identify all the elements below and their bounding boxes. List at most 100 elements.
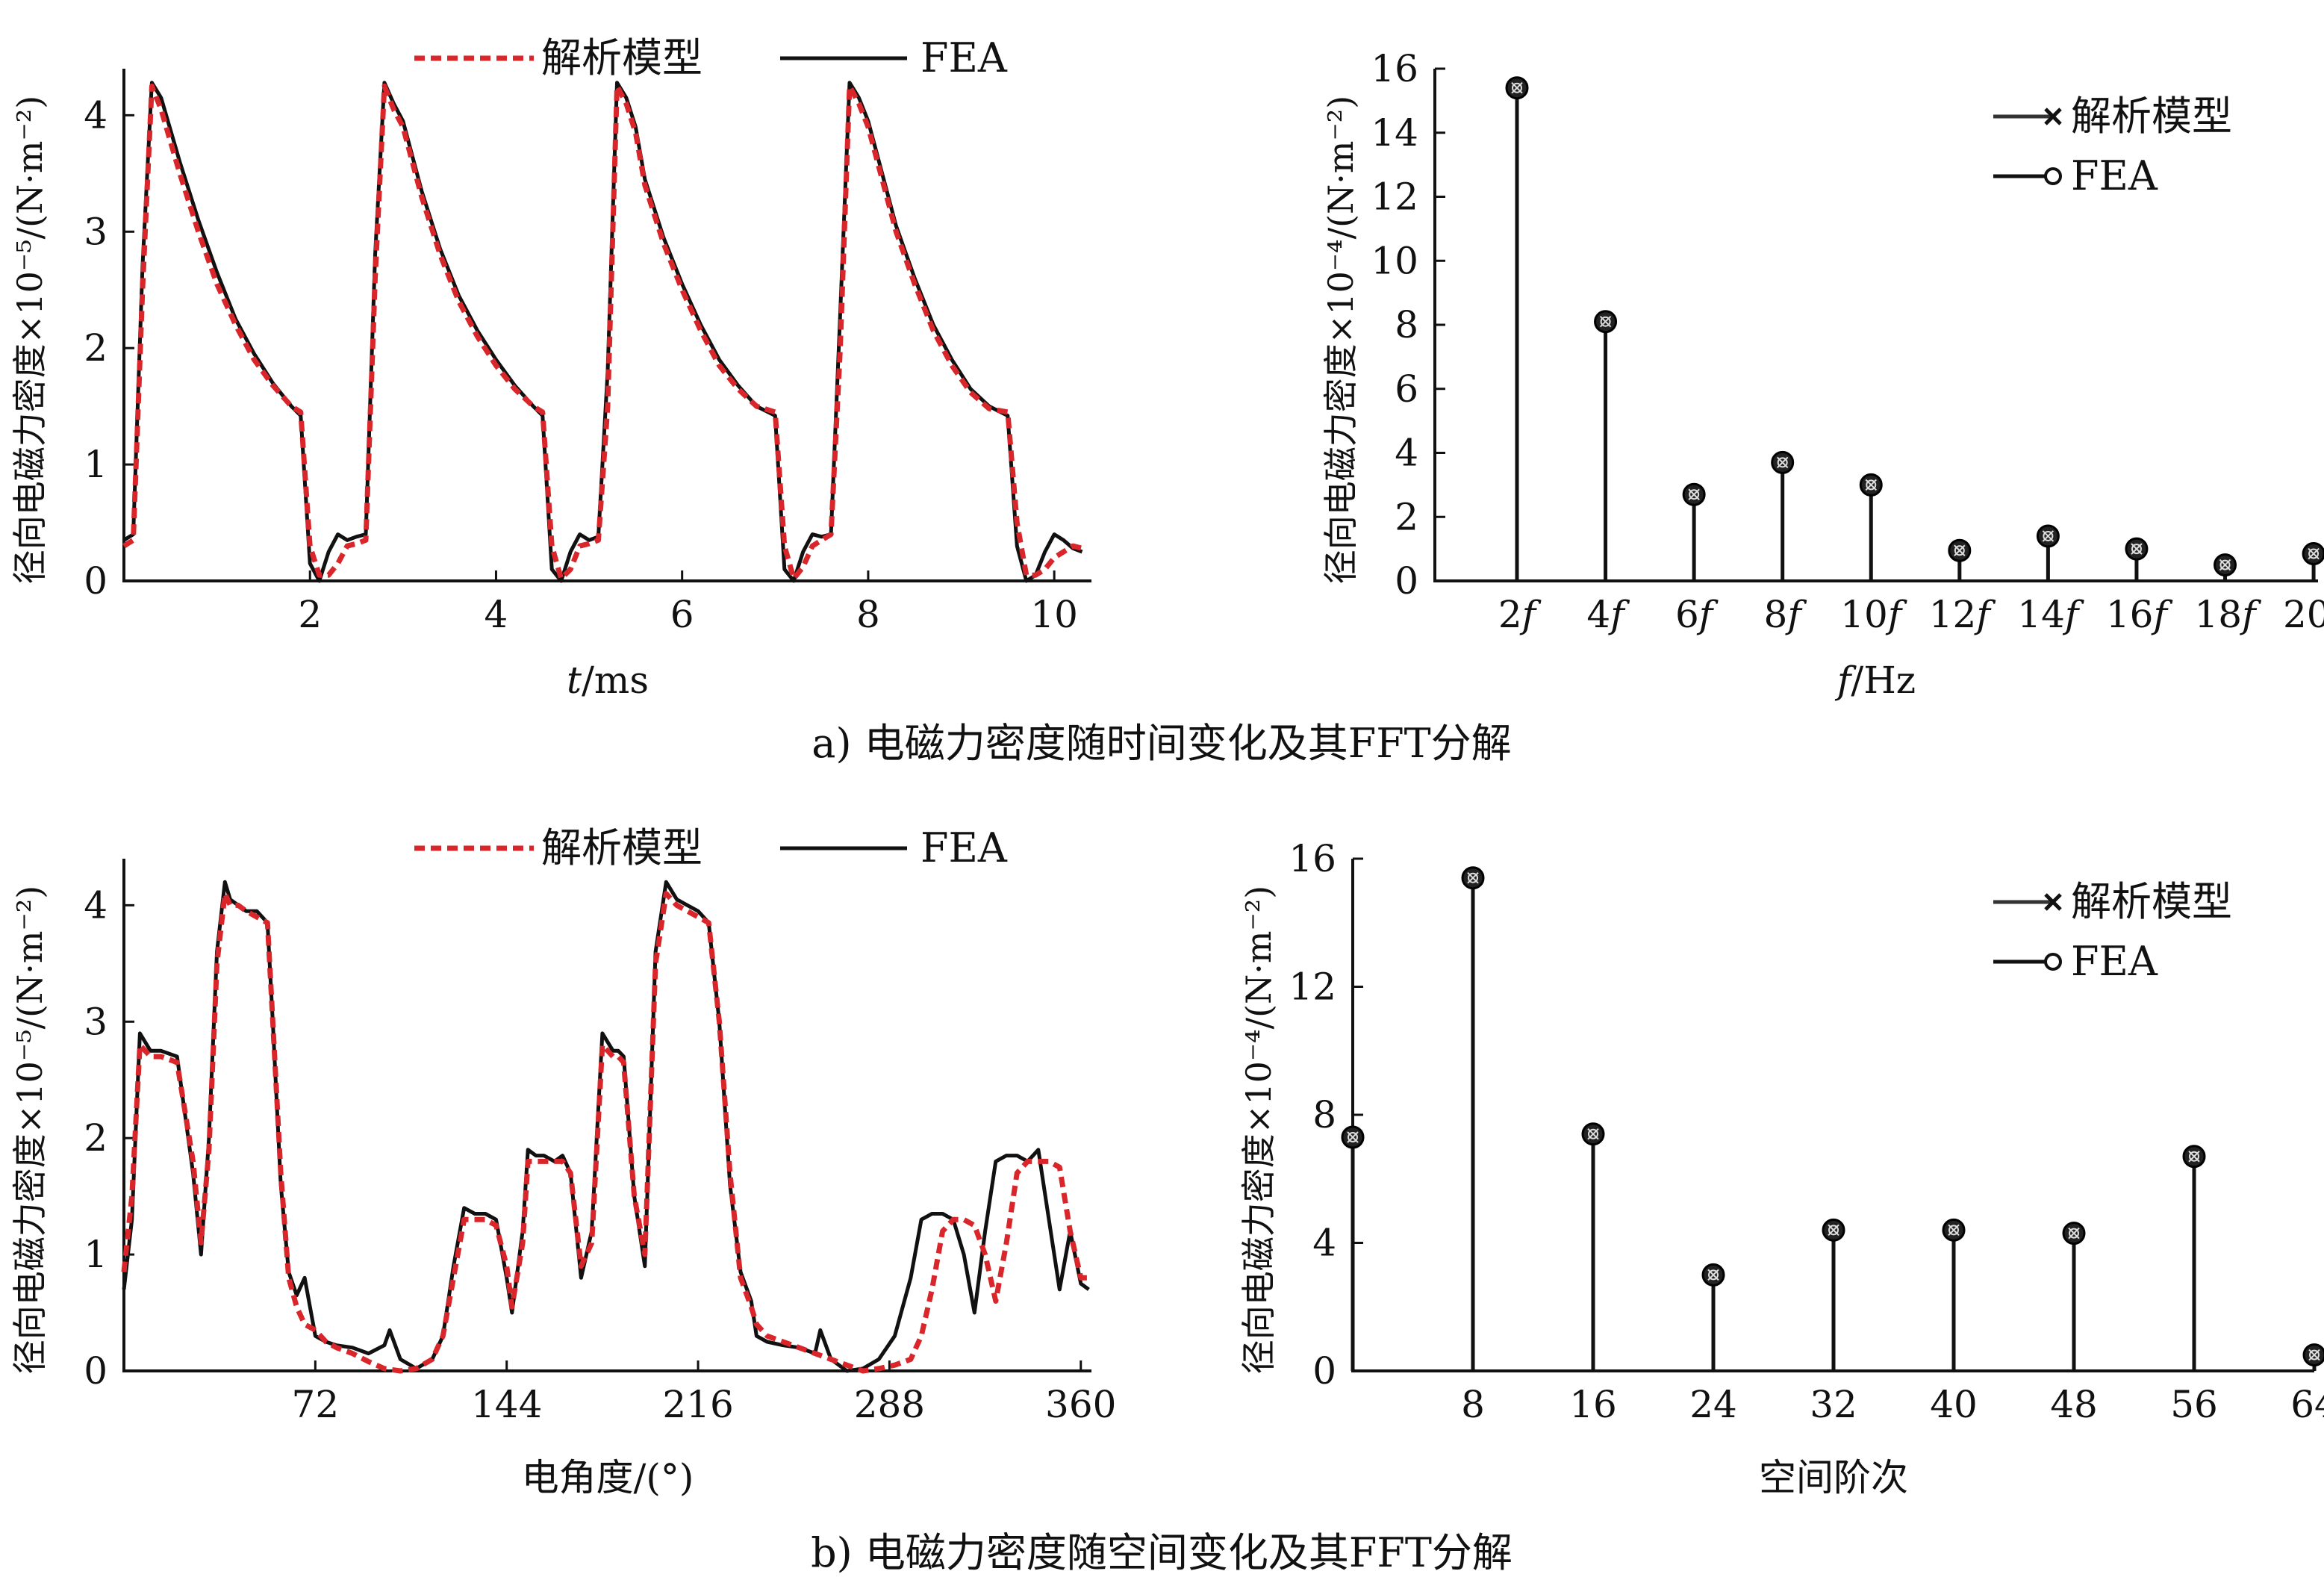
x-tick-label: 16 — [1569, 1383, 1617, 1426]
legend-marker-circle-icon — [2044, 167, 2062, 185]
stem-marker-cross — [1948, 1224, 1960, 1237]
y-axis-label: 径向电磁力密度×10⁻⁴/(N·m⁻²) — [1321, 96, 1361, 584]
y-tick-label: 2 — [84, 326, 108, 370]
x-axis-label: f/Hz — [1834, 659, 1916, 702]
x-tick-label: 144 — [471, 1383, 542, 1426]
y-tick-label: 2 — [84, 1116, 108, 1160]
x-tick-label: 8f — [1764, 593, 1807, 636]
x-tick-label: 8 — [1461, 1383, 1485, 1426]
x-tick-label: 18f — [2194, 593, 2261, 636]
x-tick-label: 288 — [854, 1383, 925, 1426]
x-tick-label: 10f — [1840, 593, 1907, 636]
y-tick-label: 14 — [1371, 111, 1418, 155]
y-tick-label: 10 — [1371, 239, 1418, 282]
legend-label-analytic: 解析模型 — [2071, 93, 2232, 140]
stem-marker-cross — [1954, 544, 1966, 556]
x-tick-label: 6 — [670, 593, 694, 636]
y-tick-label: 0 — [84, 1349, 108, 1393]
x-tick-label: 2f — [1498, 593, 1542, 636]
stem-marker-cross — [1688, 488, 1700, 500]
y-axis-label: 径向电磁力密度×10⁻⁵/(N·m⁻²) — [10, 96, 50, 584]
x-tick-label: 24 — [1689, 1383, 1737, 1426]
y-tick-label: 2 — [1395, 495, 1418, 538]
y-tick-label: 0 — [1312, 1349, 1336, 1393]
stem-marker-cross — [2188, 1151, 2200, 1163]
caption-a: a) 电磁力密度随时间变化及其FFT分解 — [811, 720, 1511, 767]
stem-marker-cross — [1467, 872, 1479, 884]
stem-marker-cross — [1828, 1224, 1839, 1237]
x-tick-label: 4f — [1586, 593, 1630, 636]
series-line-analytic — [122, 83, 1083, 582]
y-tick-label: 8 — [1395, 303, 1418, 346]
stem-marker-ring — [2069, 1228, 2079, 1239]
stem-marker-ring — [1708, 1269, 1719, 1281]
legend-b-right: 解析模型 FEA — [1993, 878, 2232, 985]
stem-marker-ring — [1348, 1132, 1358, 1143]
x-tick-label: 216 — [662, 1383, 733, 1426]
stem-marker-cross — [2042, 530, 2054, 542]
x-tick-label: 14f — [2017, 593, 2084, 636]
series-line-analytic — [121, 891, 1089, 1374]
stem-marker-ring — [1512, 82, 1522, 93]
x-axis-label: t/ms — [567, 659, 649, 702]
stem-marker-cross — [2308, 1349, 2320, 1361]
stem-marker-ring — [1948, 1225, 1959, 1236]
legend-label-analytic: 解析模型 — [2071, 878, 2232, 925]
stem-marker-cross — [1865, 479, 1877, 491]
stem-marker-ring — [2308, 548, 2320, 559]
legend-label-fea: FEA — [2071, 152, 2158, 199]
y-tick-label: 12 — [1371, 175, 1418, 219]
y-tick-label: 12 — [1289, 965, 1336, 1009]
stem-marker-ring — [1828, 1225, 1839, 1236]
stem-marker-ring — [1468, 872, 1478, 883]
stem-marker-cross — [2308, 547, 2320, 560]
stem-marker-cross — [1347, 1131, 1359, 1143]
stem-marker-ring — [1777, 457, 1788, 468]
x-tick-label: 8 — [856, 593, 880, 636]
stem-marker-cross — [1776, 456, 1789, 469]
stem-marker-cross — [2219, 559, 2231, 571]
x-tick-label: 64 — [2290, 1383, 2324, 1426]
y-tick-label: 8 — [1312, 1093, 1336, 1136]
y-tick-label: 4 — [84, 883, 108, 927]
stem-marker-cross — [1511, 82, 1523, 94]
axes-a-right — [1433, 69, 2318, 582]
legend-b-left: 解析模型 FEA — [414, 824, 1008, 871]
stem-marker-cross — [1587, 1128, 1599, 1140]
legend-label-analytic: 解析模型 — [541, 824, 703, 871]
stem-marker-ring — [2189, 1151, 2199, 1162]
x-tick-label: 360 — [1045, 1383, 1116, 1426]
y-tick-label: 3 — [84, 210, 108, 253]
x-tick-label: 20f — [2283, 593, 2324, 636]
y-tick-label: 3 — [84, 1000, 108, 1043]
x-tick-label: 32 — [1810, 1383, 1857, 1426]
x-tick-label: 72 — [292, 1383, 340, 1426]
legend-label-analytic: 解析模型 — [541, 34, 703, 81]
y-tick-label: 6 — [1395, 367, 1418, 411]
y-tick-label: 0 — [1395, 559, 1418, 603]
legend-label-fea: FEA — [920, 824, 1008, 871]
x-tick-label: 56 — [2170, 1383, 2218, 1426]
x-tick-label: 2 — [298, 593, 322, 636]
x-tick-label: 48 — [2050, 1383, 2098, 1426]
legend-marker-x-icon — [2044, 108, 2062, 125]
legend-marker-x-icon — [2044, 893, 2062, 911]
stem-marker-cross — [2068, 1227, 2080, 1240]
legend-a-right: 解析模型 FEA — [1993, 93, 2232, 199]
y-tick-label: 16 — [1289, 837, 1336, 880]
stem-marker-ring — [1689, 489, 1700, 500]
x-axis-label: 空间阶次 — [1759, 1456, 1908, 1499]
y-tick-label: 1 — [84, 443, 108, 486]
y-axis-label: 径向电磁力密度×10⁻⁵/(N·m⁻²) — [10, 886, 50, 1374]
stem-marker-ring — [1588, 1128, 1598, 1139]
stem-marker-cross — [1599, 316, 1612, 328]
legend-label-fea: FEA — [920, 34, 1008, 81]
stem-marker-ring — [2309, 1349, 2320, 1360]
stem-marker-ring — [1954, 545, 1965, 556]
x-tick-label: 40 — [1930, 1383, 1978, 1426]
y-tick-label: 4 — [84, 93, 108, 137]
stem-marker-cross — [2131, 543, 2143, 555]
caption-b: b) 电磁力密度随空间变化及其FFT分解 — [811, 1529, 1513, 1576]
stem-marker-ring — [2131, 544, 2142, 555]
